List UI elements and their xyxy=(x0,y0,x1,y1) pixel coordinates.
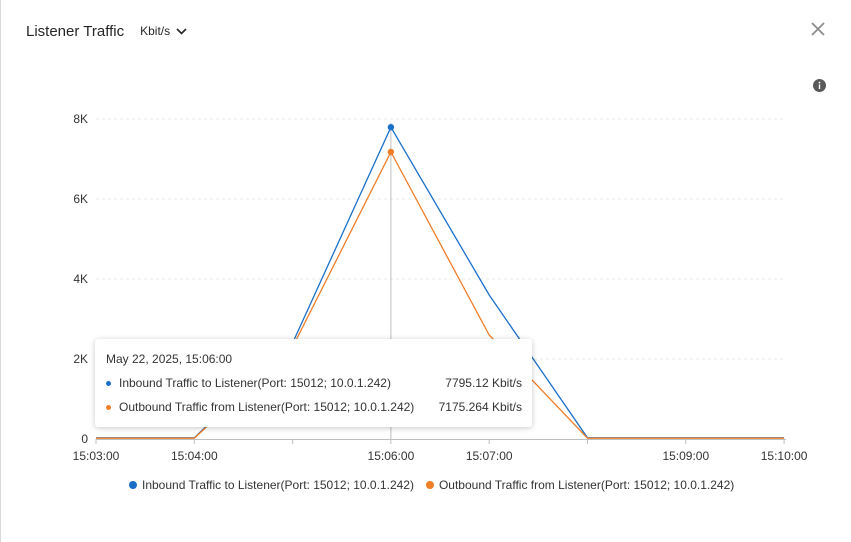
tooltip-series-name: Inbound Traffic to Listener(Port: 15012;… xyxy=(119,376,391,390)
tooltip-dot-outbound xyxy=(106,404,111,410)
x-tick-label: 15:03:00 xyxy=(73,449,120,463)
tooltip-dot-inbound xyxy=(106,380,111,386)
chart-legend: Inbound Traffic to Listener(Port: 15012;… xyxy=(129,478,746,492)
unit-select[interactable]: Kbit/s xyxy=(140,24,187,38)
close-icon[interactable] xyxy=(809,20,827,38)
legend-item-inbound[interactable]: Inbound Traffic to Listener(Port: 15012;… xyxy=(129,478,414,492)
axes: 0 2K 4K 6K 8K 15:03:00 15:04:00 15:06:00 15:07:0… xyxy=(73,112,808,463)
x-tick-label: 15:06:00 xyxy=(368,449,415,463)
legend-label: Outbound Traffic from Listener(Port: 150… xyxy=(438,478,735,492)
tooltip-row-outbound: Outbound Traffic from Listener(Port: 150… xyxy=(106,399,522,415)
tooltip-row-inbound: Inbound Traffic to Listener(Port: 15012;… xyxy=(106,375,522,391)
highlight-point-outbound xyxy=(387,148,395,156)
tooltip-series-name: Outbound Traffic from Listener(Port: 150… xyxy=(119,400,415,414)
page-title: Listener Traffic xyxy=(26,22,125,40)
x-tick-label: 15:07:00 xyxy=(466,449,513,463)
legend-marker xyxy=(129,481,137,489)
panel-left-border xyxy=(0,0,1,542)
tooltip-series-value: 7795.12 Kbit/s xyxy=(445,376,522,390)
y-tick-label: 8K xyxy=(73,112,88,126)
legend-marker xyxy=(425,481,434,489)
chevron-down-icon xyxy=(176,27,187,35)
tooltip-time: May 22, 2025, 15:06:00 xyxy=(106,352,233,366)
y-tick-label: 0 xyxy=(81,432,88,446)
y-tick-label: 6K xyxy=(73,192,88,206)
x-tick-label: 15:04:00 xyxy=(171,449,218,463)
chart-header: Listener Traffic Kbit/s xyxy=(26,18,187,44)
y-tick-label: 2K xyxy=(73,352,88,366)
legend-label: Inbound Traffic to Listener(Port: 15012;… xyxy=(142,478,414,492)
info-icon[interactable] xyxy=(813,79,826,92)
chart-tooltip: May 22, 2025, 15:06:00 Inbound Traffic t… xyxy=(95,339,532,427)
unit-select-value: Kbit/s xyxy=(140,24,171,38)
x-tick-label: 15:10:00 xyxy=(761,449,808,463)
y-tick-label: 4K xyxy=(73,272,88,286)
highlight-point-inbound xyxy=(387,123,395,131)
x-tick-label: 15:09:00 xyxy=(662,449,709,463)
legend-item-outbound[interactable]: Outbound Traffic from Listener(Port: 150… xyxy=(425,478,735,492)
tooltip-series-value: 7175.264 Kbit/s xyxy=(438,400,522,414)
